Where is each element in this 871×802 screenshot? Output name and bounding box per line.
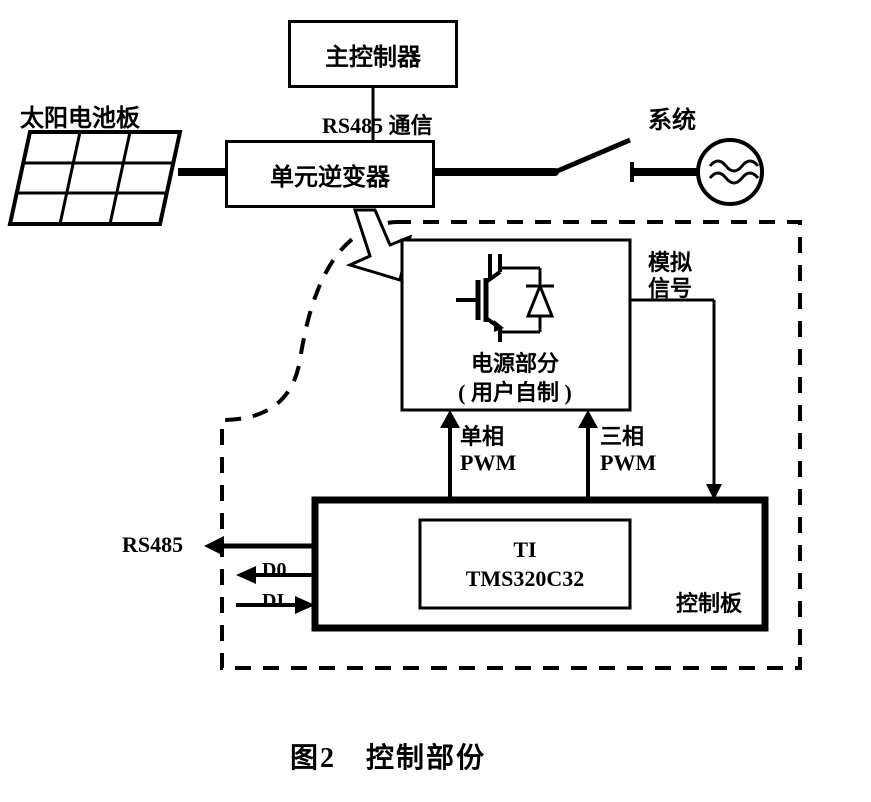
switch-icon (551, 140, 698, 182)
main-controller-box: 主控制器 (288, 20, 458, 88)
analog-l2: 信号 (648, 276, 692, 301)
single-l2: PWM (460, 450, 516, 475)
system-label: 系统 (648, 100, 696, 135)
rs485-label: RS485 (122, 532, 183, 558)
three-pwm-arrow (578, 410, 598, 500)
power-l1: 电源部分 (471, 351, 559, 376)
power-l2: ( 用户自制 ) (458, 380, 572, 405)
three-l2: PWM (600, 450, 656, 475)
power-section-label: 电源部分 ( 用户自制 ) (440, 350, 590, 407)
control-section-diagram: 太阳电池板 主控制器 RS485 通信 单元逆变器 系统 模拟 信号 电源部分 … (0, 0, 871, 802)
di-label: DI (262, 590, 284, 613)
three-pwm-label: 三相 PWM (600, 424, 656, 477)
analog-l1: 模拟 (648, 250, 692, 275)
system-icon (698, 140, 762, 204)
solar-panel-label: 太阳电池板 (20, 98, 140, 133)
d0-label: D0 (262, 559, 286, 582)
dsp-l2: TMS320C32 (466, 566, 585, 591)
unit-inverter-box: 单元逆变器 (225, 140, 435, 208)
dsp-label: TI TMS320C32 (440, 536, 610, 593)
single-pwm-arrow (440, 410, 460, 500)
dsp-l1: TI (513, 537, 536, 562)
single-l1: 单相 (460, 424, 504, 449)
figure-caption: 图2 控制部份 (290, 736, 486, 776)
rs485-comm-label: RS485 通信 (322, 108, 433, 140)
rs485-arrow (204, 536, 324, 556)
solar-panel-icon (10, 132, 180, 224)
unit-inverter-text: 单元逆变器 (270, 157, 390, 192)
main-controller-text: 主控制器 (325, 37, 421, 72)
three-l1: 三相 (600, 424, 644, 449)
single-pwm-label: 单相 PWM (460, 424, 516, 477)
analog-signal-label: 模拟 信号 (648, 250, 692, 303)
control-board-label: 控制板 (676, 586, 742, 618)
